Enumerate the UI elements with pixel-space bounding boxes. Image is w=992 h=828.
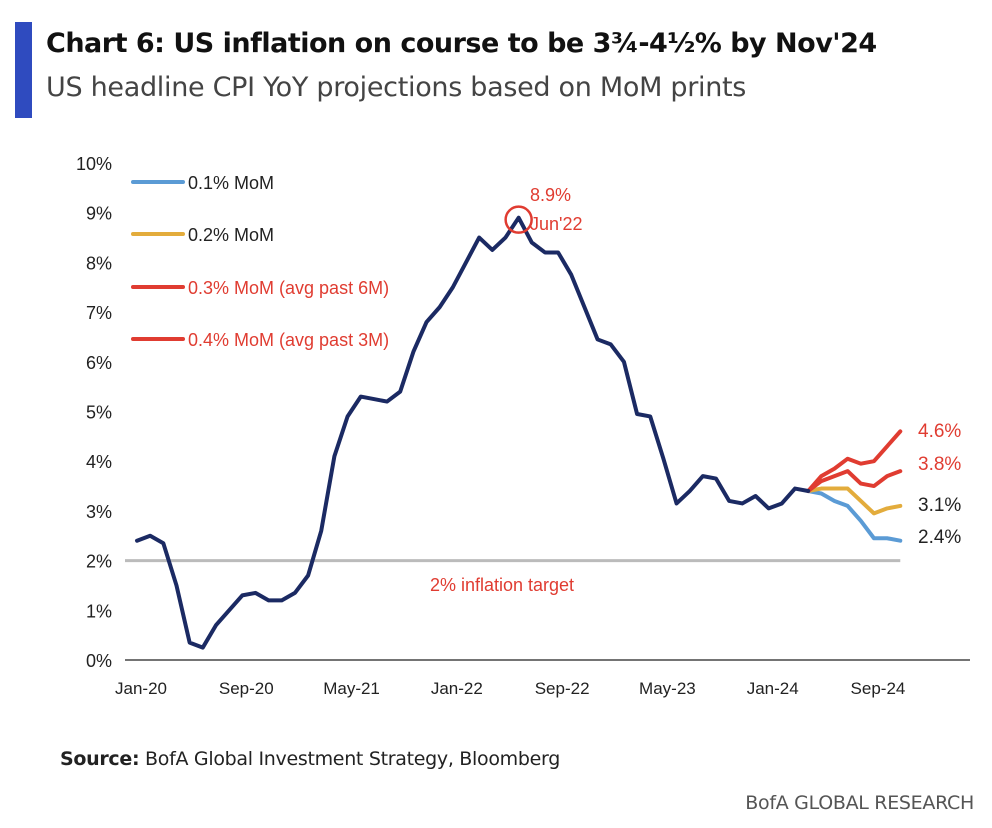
x-tick-label: Sep-22 — [535, 679, 590, 698]
chart-title: Chart 6: US inflation on course to be 3¾… — [46, 28, 877, 59]
y-tick-label: 7% — [86, 303, 112, 323]
y-tick-label: 0% — [86, 651, 112, 671]
x-tick-label: Jan-22 — [431, 679, 483, 698]
x-tick-label: Sep-24 — [851, 679, 906, 698]
accent-bar — [15, 22, 32, 118]
legend-label: 0.2% MoM — [188, 225, 274, 245]
chart-subtitle: US headline CPI YoY projections based on… — [46, 72, 747, 103]
actual-cpi-line — [135, 215, 811, 650]
x-tick-label: Jan-24 — [747, 679, 799, 698]
target-label: 2% inflation target — [430, 575, 574, 595]
y-tick-label: 6% — [86, 353, 112, 373]
y-tick-label: 5% — [86, 403, 112, 423]
legend-label: 0.3% MoM (avg past 6M) — [188, 278, 389, 298]
source-label: Source: — [60, 748, 140, 770]
end-label: 2.4% — [918, 527, 961, 548]
end-label: 3.8% — [918, 454, 961, 475]
projection-line-3 — [806, 469, 903, 494]
source-text: BofA Global Investment Strategy, Bloombe… — [145, 748, 560, 770]
peak-value-label: 8.9% — [530, 185, 571, 205]
y-tick-label: 1% — [86, 601, 112, 621]
y-tick-label: 10% — [76, 154, 112, 174]
y-tick-label: 4% — [86, 452, 112, 472]
projection-line-4 — [806, 429, 903, 494]
projection-line-1 — [806, 489, 903, 543]
x-tick-label: Jan-20 — [115, 679, 167, 698]
end-label: 4.6% — [918, 421, 961, 442]
legend-label: 0.4% MoM (avg past 3M) — [188, 330, 389, 350]
brand-label: BofA GLOBAL RESEARCH — [745, 792, 974, 814]
x-tick-label: May-23 — [639, 679, 696, 698]
end-label: 3.1% — [918, 495, 961, 516]
y-tick-label: 8% — [86, 253, 112, 273]
peak-circle — [504, 205, 533, 234]
y-tick-label: 9% — [86, 204, 112, 224]
y-tick-label: 3% — [86, 502, 112, 522]
legend-label: 0.1% MoM — [188, 173, 274, 193]
x-tick-label: May-21 — [323, 679, 380, 698]
projection-line-2 — [806, 486, 903, 516]
source-note: Source: BofA Global Investment Strategy,… — [60, 748, 560, 770]
peak-date-label: Jun'22 — [530, 214, 582, 234]
y-tick-label: 2% — [86, 552, 112, 572]
x-tick-label: Sep-20 — [219, 679, 274, 698]
